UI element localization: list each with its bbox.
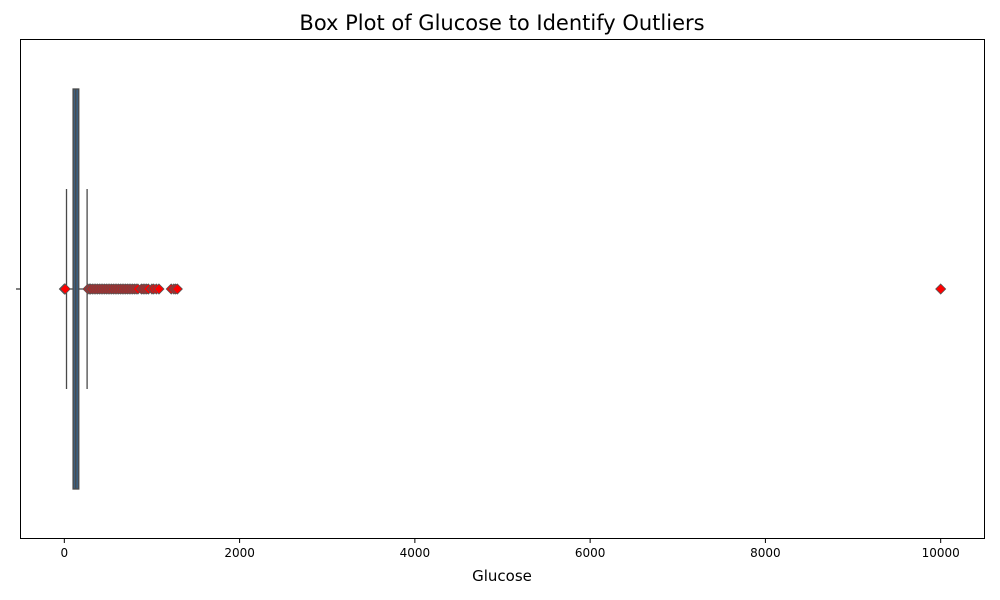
x-tick-label: 10000	[922, 546, 960, 560]
x-tick-label: 8000	[750, 546, 781, 560]
x-tick-label: 6000	[575, 546, 606, 560]
outlier-point	[935, 283, 947, 295]
chart-title: Box Plot of Glucose to Identify Outliers	[299, 11, 704, 35]
outlier-point	[153, 283, 165, 295]
x-tick-label: 2000	[224, 546, 255, 560]
x-tick-label: 0	[60, 546, 68, 560]
outlier-point	[59, 283, 71, 295]
outlier-point	[171, 283, 183, 295]
plot-frame	[20, 39, 985, 539]
x-tick-label: 4000	[400, 546, 431, 560]
plot-area	[58, 88, 947, 490]
x-axis-label: Glucose	[472, 567, 532, 585]
x-axis: 0 2000 4000 6000 8000 10000	[60, 538, 960, 560]
